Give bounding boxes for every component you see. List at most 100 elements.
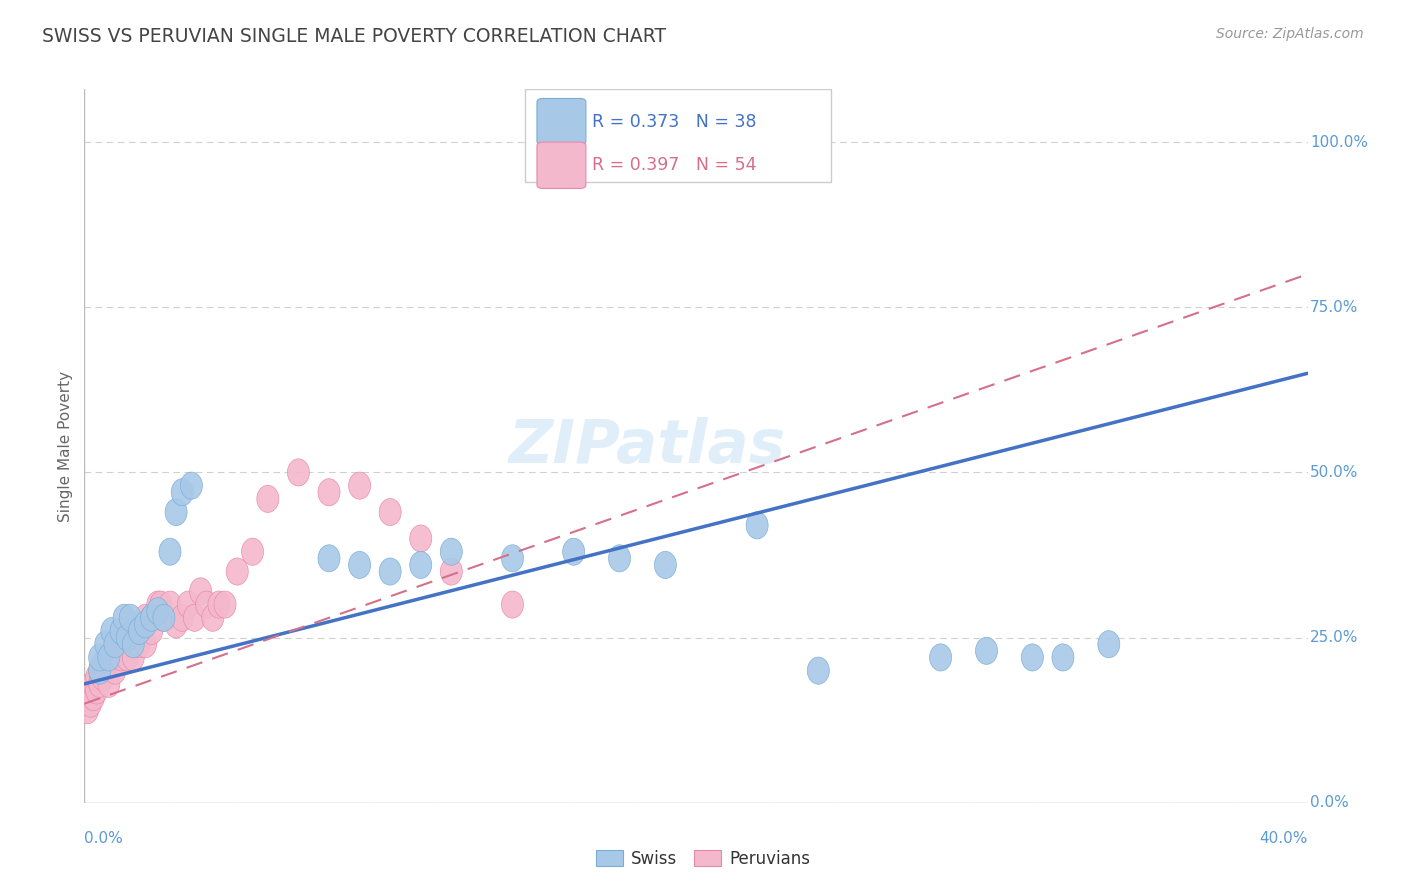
Ellipse shape [117, 644, 138, 671]
Ellipse shape [183, 604, 205, 632]
Ellipse shape [135, 604, 156, 632]
Ellipse shape [89, 670, 111, 698]
Ellipse shape [165, 499, 187, 525]
Ellipse shape [141, 617, 163, 645]
Ellipse shape [110, 644, 132, 671]
Ellipse shape [94, 631, 117, 657]
Ellipse shape [110, 617, 132, 645]
Ellipse shape [747, 512, 768, 539]
Ellipse shape [929, 644, 952, 671]
Ellipse shape [83, 670, 104, 698]
Ellipse shape [98, 670, 120, 698]
Ellipse shape [159, 538, 181, 566]
Ellipse shape [122, 631, 145, 657]
Ellipse shape [89, 657, 111, 684]
Ellipse shape [146, 598, 169, 624]
Ellipse shape [128, 617, 150, 645]
Ellipse shape [98, 644, 120, 671]
Ellipse shape [80, 690, 101, 717]
Ellipse shape [502, 545, 523, 572]
Ellipse shape [101, 644, 122, 671]
Ellipse shape [807, 657, 830, 684]
Ellipse shape [112, 604, 135, 632]
Text: 100.0%: 100.0% [1310, 135, 1368, 150]
FancyBboxPatch shape [524, 89, 831, 182]
Ellipse shape [104, 644, 127, 671]
Ellipse shape [153, 604, 174, 632]
Ellipse shape [257, 485, 278, 512]
Ellipse shape [146, 591, 169, 618]
Ellipse shape [150, 591, 172, 618]
Ellipse shape [89, 644, 111, 671]
Ellipse shape [976, 637, 997, 665]
Ellipse shape [214, 591, 236, 618]
Ellipse shape [202, 604, 224, 632]
Ellipse shape [177, 591, 200, 618]
Ellipse shape [141, 604, 163, 632]
Ellipse shape [117, 624, 138, 651]
Ellipse shape [349, 551, 371, 579]
Ellipse shape [141, 604, 163, 632]
Ellipse shape [98, 644, 120, 671]
Ellipse shape [409, 551, 432, 579]
Ellipse shape [190, 578, 211, 605]
Ellipse shape [80, 677, 101, 704]
Ellipse shape [349, 472, 371, 500]
Ellipse shape [122, 617, 145, 645]
Ellipse shape [609, 545, 630, 572]
Text: 0.0%: 0.0% [1310, 796, 1348, 810]
Ellipse shape [380, 499, 401, 525]
Ellipse shape [195, 591, 218, 618]
Text: ZIPatlas: ZIPatlas [509, 417, 786, 475]
Ellipse shape [112, 631, 135, 657]
Ellipse shape [409, 525, 432, 552]
Ellipse shape [135, 631, 156, 657]
Ellipse shape [153, 604, 174, 632]
Ellipse shape [86, 664, 108, 690]
Ellipse shape [135, 611, 156, 638]
Text: 75.0%: 75.0% [1310, 300, 1358, 315]
Ellipse shape [165, 611, 187, 638]
Ellipse shape [120, 631, 141, 657]
Ellipse shape [380, 558, 401, 585]
Ellipse shape [86, 677, 108, 704]
Ellipse shape [1098, 631, 1119, 657]
Ellipse shape [104, 657, 127, 684]
Ellipse shape [226, 558, 249, 585]
Text: 50.0%: 50.0% [1310, 465, 1358, 480]
Text: R = 0.397   N = 54: R = 0.397 N = 54 [592, 156, 756, 174]
Ellipse shape [104, 631, 127, 657]
Text: 40.0%: 40.0% [1260, 831, 1308, 847]
Ellipse shape [83, 683, 104, 711]
Ellipse shape [562, 538, 585, 566]
Ellipse shape [107, 631, 129, 657]
FancyBboxPatch shape [537, 142, 586, 188]
Ellipse shape [128, 631, 150, 657]
FancyBboxPatch shape [537, 98, 586, 145]
Ellipse shape [101, 617, 122, 645]
Legend: Swiss, Peruvians: Swiss, Peruvians [589, 844, 817, 875]
Text: 25.0%: 25.0% [1310, 630, 1358, 645]
Ellipse shape [1052, 644, 1074, 671]
Ellipse shape [159, 591, 181, 618]
Text: Source: ZipAtlas.com: Source: ZipAtlas.com [1216, 27, 1364, 41]
Ellipse shape [94, 657, 117, 684]
Ellipse shape [122, 644, 145, 671]
Ellipse shape [654, 551, 676, 579]
Ellipse shape [208, 591, 231, 618]
Ellipse shape [502, 591, 523, 618]
Ellipse shape [89, 657, 111, 684]
Ellipse shape [128, 617, 150, 645]
Ellipse shape [242, 538, 263, 566]
Ellipse shape [318, 479, 340, 506]
Text: 0.0%: 0.0% [84, 831, 124, 847]
Ellipse shape [440, 538, 463, 566]
Ellipse shape [91, 664, 114, 690]
Ellipse shape [1021, 644, 1043, 671]
Ellipse shape [172, 604, 193, 632]
Ellipse shape [76, 697, 98, 723]
Ellipse shape [440, 558, 463, 585]
Text: R = 0.373   N = 38: R = 0.373 N = 38 [592, 112, 756, 130]
Ellipse shape [172, 479, 193, 506]
Text: SWISS VS PERUVIAN SINGLE MALE POVERTY CORRELATION CHART: SWISS VS PERUVIAN SINGLE MALE POVERTY CO… [42, 27, 666, 45]
